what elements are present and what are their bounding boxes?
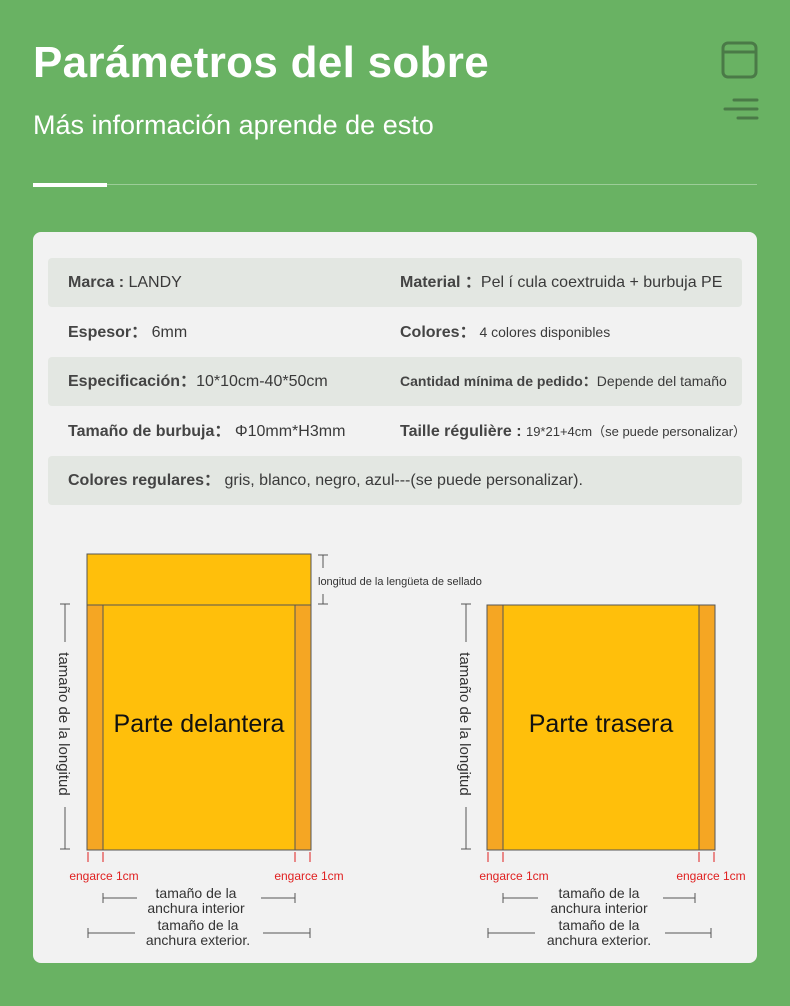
back-label: Parte trasera [529,710,674,738]
back-inner-width-line2: anchura interior [550,900,648,916]
spec-colors: Colores： 4 colores disponibles [400,324,611,341]
front-outer-width-line2: anchura exterior. [146,932,250,948]
spec-brand: Marca : LANDY [68,274,182,291]
spec-row-3: Especificación：10*10cm-40*50cm Cantidad … [48,357,742,406]
back-crimp-left-label: engarce 1cm [479,869,548,883]
front-body [86,604,312,851]
flap-label: longitud de la lengüeta de sellado [318,576,482,588]
front-crimp-right-label: engarce 1cm [274,869,343,883]
spec-row-5: Colores regulares： gris, blanco, negro, … [48,456,742,505]
back-outer-width-line1: tamaño de la [559,917,640,933]
envelope-diagram: Parte delantera longitud de la lengüeta … [55,553,746,948]
spec-regular-colors: Colores regulares： gris, blanco, negro, … [68,472,583,489]
front-length-label: tamaño de la longitud [55,652,72,795]
back-crimp-right [698,604,716,851]
front-sealing-flap [86,553,312,606]
header-divider-accent [33,183,107,187]
window-icon [721,41,758,79]
front-outer-width-line1: tamaño de la [158,917,239,933]
front-inner-width-dimension [102,893,296,903]
front-inner-width-line1: tamaño de la [156,885,237,901]
header-icons [721,41,759,120]
spec-card: Marca : LANDY Material ：Pel í cula coext… [33,232,757,963]
front-outer-width-dimension [87,928,311,938]
spec-row-1: Marca : LANDY Material ：Pel í cula coext… [48,258,742,307]
flap-dimension [318,554,328,605]
spec-row-4: Tamaño de burbuja： Φ10mm*H3mm Taille rég… [48,407,746,456]
back-body [486,604,716,851]
page-subtitle: Más información aprende de esto [33,110,434,140]
spec-row-2: Espesor： 6mm Colores： 4 colores disponib… [48,308,742,357]
front-crimp-markers [87,852,311,862]
front-crimp-left [86,604,104,851]
back-length-dimension [461,603,471,850]
back-inner-width-dimension [502,893,696,903]
spec-moq: Cantidad mínima de pedido：Depende del ta… [400,373,727,389]
front-crimp-left-label: engarce 1cm [69,869,138,883]
spec-bubble-size: Tamaño de burbuja： Φ10mm*H3mm [68,423,346,440]
header-divider [107,184,757,185]
spec-thickness: Espesor： 6mm [68,324,188,341]
back-crimp-left [486,604,504,851]
back-envelope: Parte trasera [486,604,716,851]
back-crimp-right-label: engarce 1cm [676,869,745,883]
spec-material: Material ：Pel í cula coextruida + burbuj… [400,274,723,291]
front-inner-width-line2: anchura interior [147,900,245,916]
back-inner-width-line1: tamaño de la [559,885,640,901]
back-crimp-markers [487,852,715,862]
back-length-label: tamaño de la longitud [456,652,473,795]
spec-size-range: Especificación：10*10cm-40*50cm [68,373,328,390]
back-outer-width-dimension [487,928,712,938]
back-outer-width-line2: anchura exterior. [547,932,651,948]
page-title: Parámetros del sobre [33,38,489,87]
front-length-dimension [60,603,70,850]
front-crimp-right [294,604,312,851]
front-envelope: Parte delantera [86,553,312,851]
spec-regular-size: Taille régulière : 19*21+4cm（se puede pe… [400,423,747,440]
menu-lines-icon[interactable] [723,98,759,120]
front-label: Parte delantera [114,710,285,738]
